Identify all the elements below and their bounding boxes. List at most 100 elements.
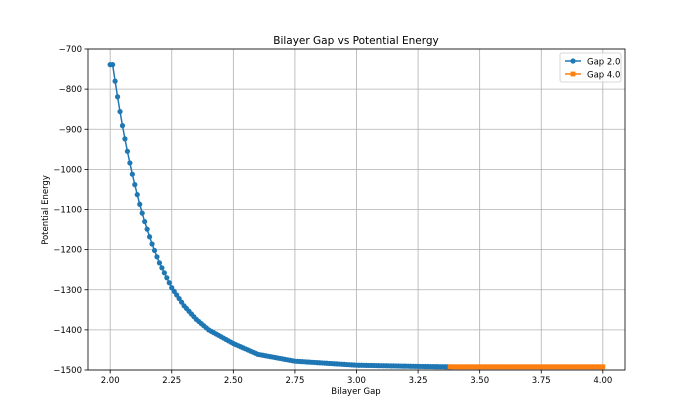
- data-point: [538, 364, 544, 370]
- data-point: [479, 364, 485, 370]
- data-point: [514, 364, 520, 370]
- y-tick-label: −1000: [53, 165, 82, 175]
- x-tick-label: 2.00: [101, 376, 120, 386]
- data-point: [570, 364, 576, 370]
- data-point: [144, 226, 150, 232]
- data-point: [487, 364, 492, 370]
- ticks: 2.00 2.25 2.50 2.75 3.00 3.25 3.50 3.75 4.00 −150…: [53, 45, 612, 386]
- data-point: [137, 201, 143, 207]
- data-point: [159, 265, 165, 271]
- data-point: [119, 123, 126, 129]
- data-point: [460, 364, 465, 370]
- data-point: [563, 364, 569, 370]
- data-point: [477, 364, 483, 370]
- data-point: [590, 364, 596, 370]
- data-point: [494, 364, 500, 370]
- data-point: [580, 364, 586, 370]
- data-point: [501, 364, 507, 370]
- data-point: [482, 364, 487, 370]
- data-point: [489, 364, 495, 370]
- y-tick-label: −1300: [53, 286, 82, 296]
- data-point: [156, 260, 163, 266]
- data-point: [110, 62, 116, 68]
- chart-title: Bilayer Gap vs Potential Energy: [273, 35, 439, 47]
- data-point: [519, 364, 524, 370]
- data-point: [484, 364, 490, 370]
- data-point: [469, 364, 475, 370]
- x-tick-label: 4.00: [593, 376, 612, 386]
- data-point: [506, 364, 512, 370]
- y-tick-label: −1500: [53, 366, 82, 376]
- data-point: [452, 364, 458, 370]
- data-point: [524, 364, 529, 370]
- x-tick-label: 3.75: [532, 376, 551, 386]
- data-point: [132, 182, 138, 188]
- data-point: [561, 364, 566, 370]
- data-point: [124, 148, 131, 154]
- data-point: [558, 364, 564, 370]
- x-tick-label: 2.75: [285, 376, 304, 386]
- y-tick-label: −700: [59, 45, 82, 55]
- data-point: [114, 94, 121, 100]
- data-point: [533, 364, 539, 370]
- data-point: [134, 192, 140, 198]
- y-tick-label: −800: [59, 85, 82, 95]
- x-tick-label: 3.00: [347, 376, 366, 386]
- y-tick-label: −900: [59, 125, 82, 135]
- data-point: [526, 364, 532, 370]
- data-point: [593, 364, 598, 370]
- data-point: [154, 254, 160, 260]
- data-point: [546, 364, 552, 370]
- y-tick-label: −1100: [53, 206, 82, 216]
- data-point: [447, 364, 453, 370]
- data-point: [164, 275, 170, 281]
- x-tick-label: 3.25: [409, 376, 428, 386]
- data-point: [146, 234, 153, 240]
- data-point: [543, 364, 549, 370]
- data-point: [139, 210, 145, 216]
- data-point: [455, 364, 460, 370]
- series-group: [107, 62, 606, 370]
- data-point: [464, 364, 470, 370]
- data-point: [548, 364, 554, 370]
- y-axis-label: Potential Energy: [41, 175, 51, 245]
- data-point: [142, 218, 148, 225]
- data-point: [492, 364, 497, 370]
- data-point: [474, 364, 480, 370]
- data-point: [129, 171, 135, 177]
- legend-marker-gap-2: [570, 58, 576, 64]
- data-point: [585, 364, 591, 370]
- data-point: [462, 364, 468, 370]
- data-point: [553, 364, 559, 370]
- data-point: [536, 364, 542, 370]
- data-point: [511, 364, 517, 370]
- data-point: [499, 364, 505, 370]
- data-point: [565, 364, 571, 370]
- data-point: [595, 364, 601, 370]
- data-point: [117, 108, 123, 115]
- data-point: [531, 364, 537, 370]
- x-tick-label: 2.25: [162, 376, 181, 386]
- y-tick-label: −1400: [53, 326, 82, 336]
- data-point: [472, 364, 478, 370]
- data-point: [541, 364, 547, 370]
- data-point: [516, 364, 522, 370]
- data-point: [528, 364, 534, 370]
- data-point: [521, 364, 527, 370]
- data-point: [588, 364, 593, 370]
- legend: Gap 2.0 Gap 4.0: [559, 52, 622, 83]
- legend-label-gap-2: Gap 2.0: [587, 58, 620, 68]
- data-point: [575, 364, 581, 370]
- data-point: [112, 78, 118, 84]
- data-point: [568, 364, 574, 370]
- data-point: [556, 364, 561, 370]
- y-tick-label: −1200: [53, 246, 82, 256]
- data-point: [457, 364, 463, 370]
- data-point: [149, 241, 155, 247]
- legend-marker-gap-4: [570, 71, 576, 77]
- data-point: [597, 364, 603, 370]
- data-point: [551, 364, 556, 370]
- x-tick-label: 3.50: [470, 376, 489, 386]
- data-point: [166, 280, 172, 286]
